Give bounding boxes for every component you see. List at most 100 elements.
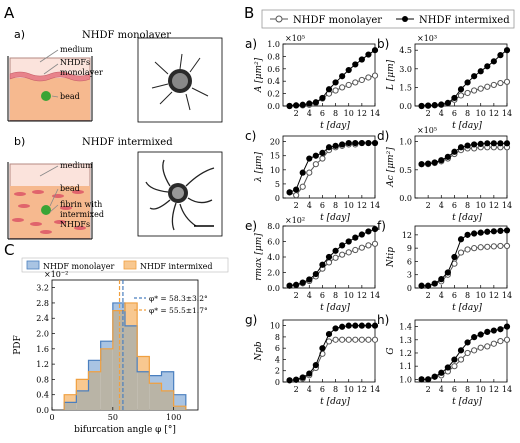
data-point-intermixed bbox=[332, 79, 339, 86]
data-point-intermixed bbox=[358, 322, 365, 329]
x-tick-label: 14 bbox=[370, 385, 380, 394]
x-tick-label: 8 bbox=[465, 385, 470, 394]
plot-frame bbox=[414, 135, 508, 199]
x-axis-label: t [day] bbox=[320, 397, 350, 407]
histogram-bar-monolayer bbox=[161, 371, 174, 391]
data-point-intermixed bbox=[497, 52, 504, 59]
panel-letter: h) bbox=[377, 313, 389, 327]
data-point-intermixed bbox=[339, 323, 346, 330]
inter-label-medium: medium bbox=[60, 161, 93, 170]
panel-label-C: C bbox=[4, 241, 14, 259]
x-tick-label: 12 bbox=[489, 385, 499, 394]
data-point-intermixed bbox=[352, 234, 359, 241]
histogram-bar-overlap bbox=[76, 390, 89, 410]
inter-label-fibrin: fibrin with bbox=[60, 200, 102, 209]
data-point-monolayer bbox=[477, 244, 484, 251]
y-tick-label: 0.4 bbox=[267, 77, 280, 86]
data-point-monolayer bbox=[325, 259, 333, 266]
y-axis-label: Npb bbox=[254, 341, 264, 362]
data-point-intermixed bbox=[464, 79, 471, 86]
axis-exponent: ×10³ bbox=[417, 34, 437, 43]
data-point-intermixed bbox=[431, 102, 438, 109]
data-point-intermixed bbox=[464, 231, 471, 238]
plot-frame bbox=[282, 135, 376, 199]
series-line-intermixed bbox=[289, 325, 375, 381]
data-point-intermixed bbox=[299, 101, 306, 108]
subplot-a: 0.0 0.2 0.4 0.6 0.8 1.0 2 4 6 8 10 12 14 t [day] A [μm… bbox=[245, 34, 380, 131]
histogram-legend: NHDF monolayer NHDF intermixed bbox=[21, 257, 229, 273]
data-point-intermixed bbox=[332, 142, 339, 149]
x-tick-label: 14 bbox=[502, 109, 512, 118]
data-point-intermixed bbox=[293, 281, 300, 288]
x-axis-label: t [day] bbox=[452, 397, 482, 407]
data-point-intermixed bbox=[371, 139, 379, 147]
y-tick-label: 0 bbox=[407, 284, 412, 293]
data-point-monolayer bbox=[345, 81, 352, 89]
y-tick-label: 6 bbox=[275, 344, 280, 353]
data-point-monolayer bbox=[352, 246, 359, 254]
y-axis-label: Ac [μm²] bbox=[386, 147, 396, 188]
data-point-intermixed bbox=[371, 226, 379, 233]
mono-label-monolayer: monolayer bbox=[60, 68, 103, 77]
histogram-bar-overlap bbox=[137, 371, 150, 410]
series-line-monolayer bbox=[421, 245, 507, 287]
data-point-monolayer bbox=[345, 249, 352, 256]
y-tick-label: 2.0 bbox=[267, 269, 280, 278]
data-point-intermixed bbox=[438, 276, 445, 283]
data-point-intermixed bbox=[451, 94, 458, 102]
data-point-intermixed bbox=[306, 155, 313, 162]
data-point-monolayer bbox=[497, 242, 504, 250]
data-point-intermixed bbox=[451, 253, 458, 261]
x-tick-label: 12 bbox=[357, 385, 367, 394]
subplot-b: 0.0 1.5 3.0 4.5 2 4 6 8 10 12 14 t [day] L [μm] ×10³ b… bbox=[377, 34, 512, 131]
x-tick-label: 6 bbox=[320, 385, 325, 394]
data-point-intermixed bbox=[319, 261, 326, 268]
mean-legend-label: φ* = 58.3±3.2° bbox=[149, 294, 208, 303]
x-tick-label: 10 bbox=[344, 291, 354, 300]
x-tick-label: 2 bbox=[294, 201, 299, 210]
mean-legend-label: φ* = 55.5±1.7° bbox=[149, 306, 208, 315]
x-tick-label: 10 bbox=[476, 201, 486, 210]
data-point-monolayer bbox=[497, 79, 504, 87]
data-point-monolayer bbox=[365, 74, 372, 81]
data-point-monolayer bbox=[503, 336, 511, 343]
axis-exponent: ×10⁵ bbox=[417, 126, 437, 135]
legend-swatch-intermixed bbox=[123, 260, 137, 270]
x-axis-label: t [day] bbox=[320, 213, 350, 223]
inter-arrows bbox=[39, 165, 59, 213]
intermixed-micrograph bbox=[137, 151, 223, 237]
data-point-monolayer bbox=[464, 349, 471, 357]
x-tick-label: 6 bbox=[452, 291, 457, 300]
x-tick-label: 4 bbox=[439, 291, 444, 300]
panel-letter: a) bbox=[245, 37, 257, 51]
y-tick-label: 8.0 bbox=[267, 222, 280, 231]
y-tick-label: 10 bbox=[270, 322, 280, 331]
mono-label-medium: medium bbox=[60, 45, 93, 54]
subplot-h: 1.0 1.1 1.2 1.3 1.4 2 4 6 8 10 12 14 t [day] Gh) bbox=[377, 313, 512, 407]
intermixed-dish bbox=[7, 162, 93, 240]
y-tick-label: 0.8 bbox=[267, 52, 280, 61]
histogram-outline-intermixed bbox=[63, 302, 187, 410]
y-tick-label: 0.0 bbox=[267, 102, 280, 111]
x-tick-label: 10 bbox=[344, 201, 354, 210]
x-tick-label: 10 bbox=[476, 109, 486, 118]
data-point-monolayer bbox=[358, 76, 365, 84]
panel-letter: d) bbox=[377, 129, 389, 143]
x-tick-label: 12 bbox=[489, 291, 499, 300]
x-axis-label: t [day] bbox=[320, 121, 350, 131]
data-point-intermixed bbox=[325, 330, 333, 338]
y-tick-label: 0 bbox=[275, 378, 280, 387]
data-point-monolayer bbox=[339, 84, 346, 91]
y-tick-label: 10 bbox=[270, 166, 280, 175]
y-tick-label: 0.5 bbox=[399, 166, 412, 175]
data-point-intermixed bbox=[345, 238, 352, 245]
data-point-intermixed bbox=[345, 322, 352, 329]
data-point-intermixed bbox=[497, 326, 504, 333]
data-point-intermixed bbox=[484, 63, 491, 70]
data-point-intermixed bbox=[444, 269, 451, 276]
y-tick-label: 15 bbox=[270, 152, 280, 161]
monolayer-dish bbox=[7, 56, 93, 122]
x-tick-label: 2 bbox=[294, 291, 299, 300]
x-tick-label: 4 bbox=[307, 201, 312, 210]
